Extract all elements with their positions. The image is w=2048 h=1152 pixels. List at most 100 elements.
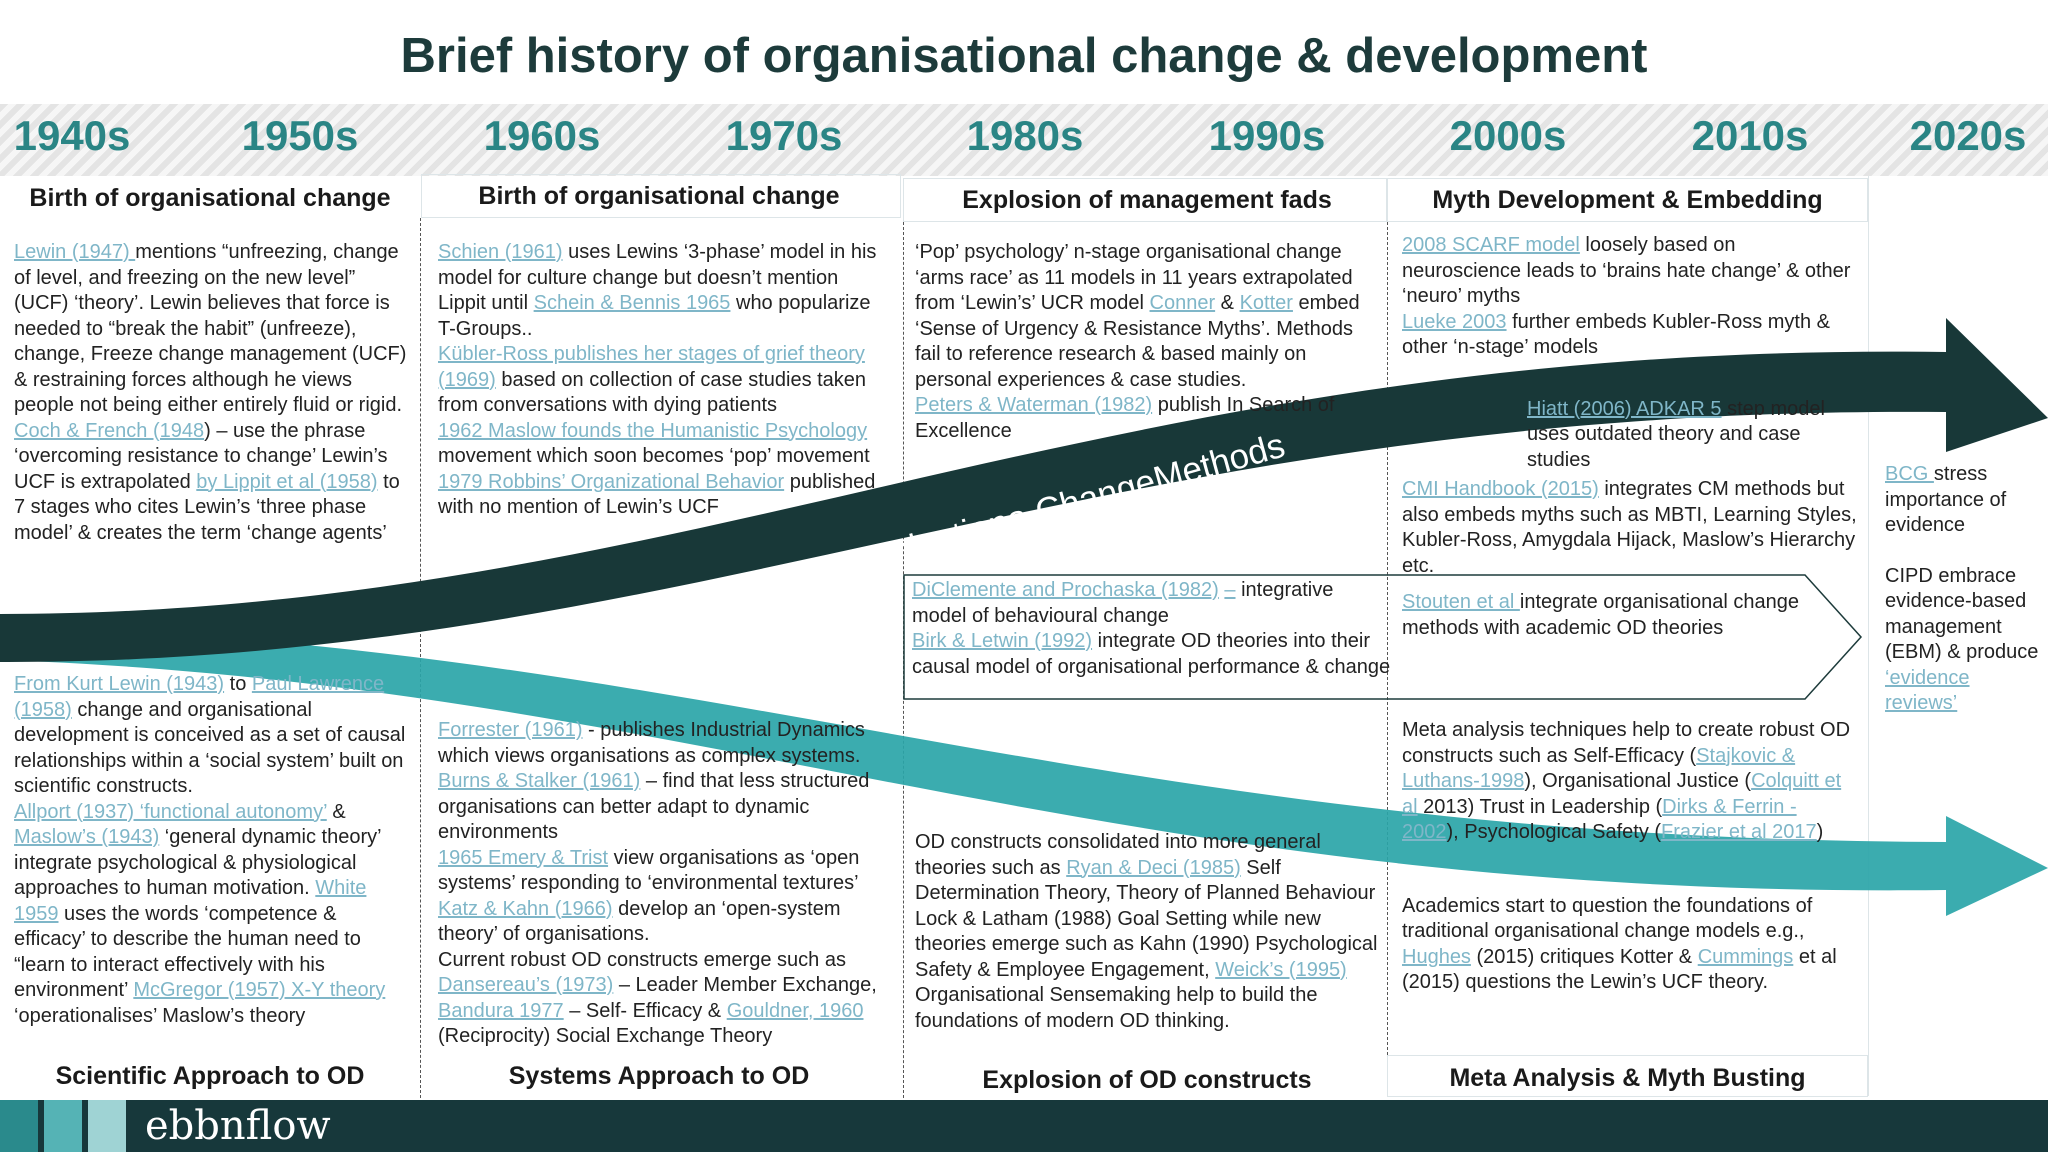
text-run: further embeds Kubler-Ross myth & other … xyxy=(1402,310,1831,359)
text-run: & xyxy=(326,800,346,823)
reference-link[interactable]: 1979 Robbins’ Organizational Behavior xyxy=(438,470,785,493)
reference-link[interactable]: Ryan & Deci (1985) xyxy=(1066,856,1241,879)
reference-link[interactable]: Dirks & Ferrin - 2002 xyxy=(1402,795,1797,844)
reference-link[interactable]: Stouten et al xyxy=(1402,591,1520,613)
section-heading: Myth Development & Embedding xyxy=(1432,186,1823,214)
reference-link[interactable]: Peters & Waterman (1982) xyxy=(915,394,1153,416)
reference-link[interactable]: Lueke 2003 xyxy=(1402,310,1507,333)
footer-bar xyxy=(0,1100,2048,1152)
paragraph: BCG stress importance of evidence xyxy=(1885,462,2045,539)
section-heading: Meta Analysis & Myth Busting xyxy=(1449,1064,1806,1092)
reference-link[interactable]: McGregor (1957) X-Y theory xyxy=(133,979,386,1001)
text-run: - publishes Industrial Dynamics which vi… xyxy=(438,719,865,767)
text-block: From Kurt Lewin (1943) to Paul Lawrence … xyxy=(14,672,410,1029)
text-run: who popularize T-Groups.. xyxy=(438,292,871,340)
paragraph: OD constructs consolidated into more gen… xyxy=(915,830,1383,1034)
section-heading: Birth of organisational change xyxy=(478,182,840,210)
reference-link[interactable]: Frazier et al 2017 xyxy=(1661,821,1817,843)
reference-link[interactable]: Weick’s (1995) xyxy=(1215,958,1347,981)
reference-link[interactable]: From Kurt Lewin (1943) xyxy=(14,673,225,695)
reference-link[interactable]: CMI Handbook (2015) xyxy=(1402,478,1599,500)
reference-link[interactable]: Schien (1961) xyxy=(438,241,563,263)
reference-link[interactable]: Dansereau’s (1973) xyxy=(438,974,614,996)
reference-link[interactable]: Stajkovic & Luthans-1998 xyxy=(1402,744,1796,793)
text-run: develop an ‘open-system theory’ of organ… xyxy=(438,897,841,946)
reference-link[interactable]: Hughes xyxy=(1402,945,1471,968)
reference-link[interactable]: DiClemente and Prochaska (1982) xyxy=(912,579,1219,601)
reference-link[interactable]: Allport (1937) ‘functional autonomy’ xyxy=(14,800,327,823)
text-block: Meta analysis techniques help to create … xyxy=(1402,718,1857,996)
paragraph: Birk & Letwin (1992) integrate OD theori… xyxy=(912,629,1392,680)
text-run: Organisational Sensemaking help to build… xyxy=(915,984,1318,1032)
text-block: Lewin (1947) mentions “unfreezing, chang… xyxy=(14,240,410,546)
text-run: Meta analysis techniques help to create … xyxy=(1402,719,1851,767)
reference-link[interactable]: Kotter xyxy=(1239,292,1293,314)
paragraph: Lewin (1947) mentions “unfreezing, chang… xyxy=(14,240,410,419)
reference-link[interactable]: BCG xyxy=(1885,463,1934,485)
text-run: – Leader Member Exchange, xyxy=(613,974,877,996)
reference-link[interactable]: Gouldner, 1960 xyxy=(726,999,864,1022)
decade-label: 1940s xyxy=(13,112,131,159)
reference-link[interactable]: Bandura 1977 xyxy=(438,999,564,1022)
paragraph: 1965 Emery & Trist view organisations as… xyxy=(438,846,884,897)
text-run: ) – use the phrase ‘overcoming resistanc… xyxy=(14,419,388,493)
reference-link[interactable]: Cummings xyxy=(1697,945,1794,968)
text-block: Schien (1961) uses Lewins ‘3-phase’ mode… xyxy=(438,240,884,521)
text-run: OD constructs consolidated into more gen… xyxy=(915,831,1321,879)
paragraph: From Kurt Lewin (1943) to Paul Lawrence … xyxy=(14,672,410,800)
text-run: – Self- Efficacy & xyxy=(563,999,727,1022)
paragraph: Schien (1961) uses Lewins ‘3-phase’ mode… xyxy=(438,240,884,342)
paragraph: Meta analysis techniques help to create … xyxy=(1402,718,1857,846)
reference-link[interactable]: Schein & Bennis 1965 xyxy=(533,292,731,314)
logo-block xyxy=(0,1100,38,1152)
text-run: (Reciprocity) Social Exchange Theory xyxy=(438,1025,773,1047)
heading-box xyxy=(421,174,901,218)
decade-band xyxy=(0,104,2048,176)
paragraph: 2008 SCARF model loosely based on neuros… xyxy=(1402,233,1857,310)
reference-link[interactable]: Burns & Stalker (1961) xyxy=(438,770,641,792)
paragraph: Lueke 2003 further embeds Kubler-Ross my… xyxy=(1402,310,1857,361)
reference-link[interactable]: Conner xyxy=(1149,292,1216,314)
paragraph: ‘Pop’ psychology’ n-stage organisational… xyxy=(915,240,1383,393)
paragraph: CIPD embrace evidence-based management (… xyxy=(1885,564,2045,717)
text-run: ‘Pop’ psychology’ n-stage organisational… xyxy=(915,241,1353,314)
reference-link[interactable]: – xyxy=(1224,579,1236,601)
text-run: integrate organisational change methods … xyxy=(1402,591,1799,639)
slide-title: Brief history of organisational change &… xyxy=(400,29,1648,83)
reference-link[interactable]: Colquitt et al xyxy=(1402,770,1842,818)
reference-link[interactable]: 2008 SCARF model xyxy=(1402,234,1580,256)
reference-link[interactable]: Kübler-Ross publishes her stages of grie… xyxy=(438,343,865,391)
text-run: based on collection of case studies take… xyxy=(438,368,867,417)
text-block: OD constructs consolidated into more gen… xyxy=(915,830,1383,1034)
reference-link[interactable]: 1962 Maslow founds the Humanistic Psycho… xyxy=(438,419,868,442)
reference-link[interactable]: Coch & French (1948 xyxy=(14,419,205,442)
reference-link[interactable]: Paul Lawrence (1958) xyxy=(14,673,385,721)
logo-block xyxy=(44,1100,82,1152)
text-run: (2015) critiques Kotter & xyxy=(1470,945,1698,968)
paragraph: 1962 Maslow founds the Humanistic Psycho… xyxy=(438,419,884,470)
paragraph: Burns & Stalker (1961) – find that less … xyxy=(438,769,884,846)
logo: ebbnflow xyxy=(145,1103,331,1149)
paragraph: Stouten et al integrate organisational c… xyxy=(1402,590,1802,641)
reference-link[interactable]: Lewin (1947) xyxy=(14,241,136,263)
decade-label: 1970s xyxy=(725,112,843,159)
text-run: et al (2015) questions the Lewin’s UCF t… xyxy=(1402,945,1837,994)
text-run: integrates CM methods but also embeds my… xyxy=(1402,478,1857,577)
reference-link[interactable]: Forrester (1961) xyxy=(438,719,583,741)
reference-link[interactable]: Hiatt (2006) ADKAR 5 xyxy=(1527,397,1722,420)
section-heading: Systems Approach to OD xyxy=(508,1062,810,1090)
decade-label: 2020s xyxy=(1909,112,2027,159)
reference-link[interactable]: Katz & Kahn (1966) xyxy=(438,897,613,920)
reference-link[interactable]: ‘evidence reviews’ xyxy=(1885,666,1970,715)
section-heading: Scientific Approach to OD xyxy=(55,1062,365,1090)
text-block: BCG stress importance of evidence CIPD em… xyxy=(1885,462,2045,717)
text-run: – find that less structured organisation… xyxy=(438,770,870,843)
decade-label: 1950s xyxy=(241,112,359,159)
reference-link[interactable]: 1965 Emery & Trist xyxy=(438,846,609,869)
text-block: ‘Pop’ psychology’ n-stage organisational… xyxy=(915,240,1383,444)
reference-link[interactable]: by Lippit et al (1958) xyxy=(196,470,378,493)
reference-link[interactable]: Birk & Letwin (1992) xyxy=(912,630,1093,652)
text-run: ) xyxy=(1816,821,1824,843)
reference-link[interactable]: White 1959 xyxy=(14,877,367,925)
reference-link[interactable]: Maslow’s (1943) xyxy=(14,826,160,848)
